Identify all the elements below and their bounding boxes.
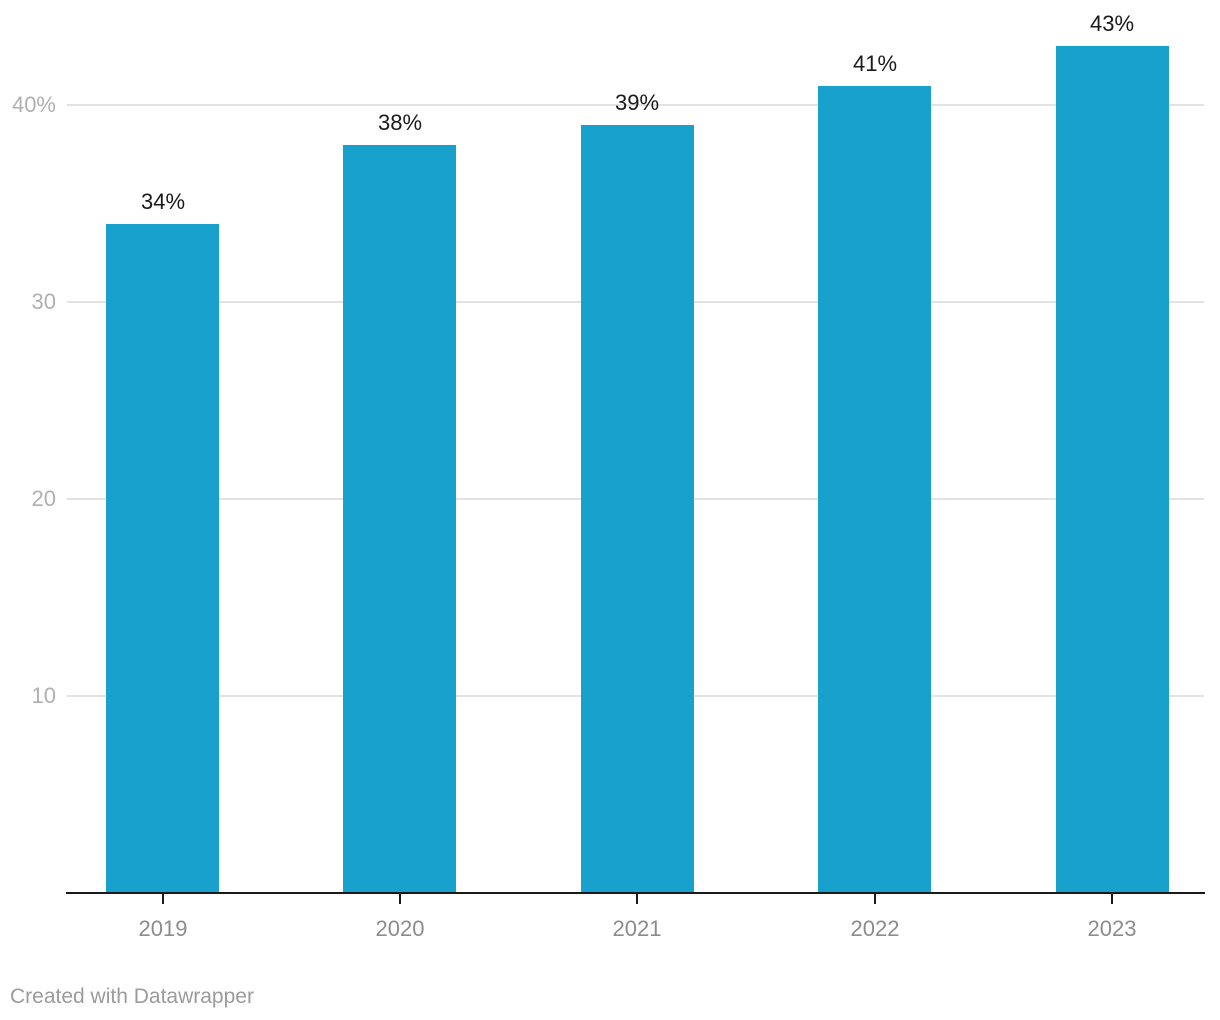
gridline [67, 104, 1204, 106]
bar [106, 224, 219, 893]
x-axis-category-label: 2021 [612, 916, 662, 941]
x-axis-category-label: 2023 [1087, 916, 1137, 941]
x-axis-category-label: 2019 [138, 916, 188, 941]
x-axis-tick [162, 894, 164, 904]
bar-value-label: 39% [614, 90, 660, 115]
y-axis-tick-label: 10 [31, 683, 56, 708]
x-axis-line [66, 892, 1205, 894]
x-axis-tick [399, 894, 401, 904]
datawrapper-credit-link[interactable]: Created with Datawrapper [10, 985, 254, 1008]
bar-value-label: 38% [377, 110, 423, 135]
y-axis-tick-label: 30 [31, 289, 56, 314]
x-axis-category-label: 2022 [850, 916, 900, 941]
x-axis-tick [636, 894, 638, 904]
bar [343, 145, 456, 893]
y-axis-tick-label: 20 [31, 486, 56, 511]
bar-value-label: 43% [1089, 11, 1135, 36]
bar [1056, 46, 1169, 893]
y-axis-tick-label: 40% [11, 92, 56, 117]
bar [581, 125, 694, 893]
x-axis-tick [874, 894, 876, 904]
bar-value-label: 41% [852, 51, 898, 76]
bar [818, 86, 931, 893]
x-axis-category-label: 2020 [375, 916, 425, 941]
bar-value-label: 34% [140, 189, 186, 214]
x-axis-tick [1111, 894, 1113, 904]
